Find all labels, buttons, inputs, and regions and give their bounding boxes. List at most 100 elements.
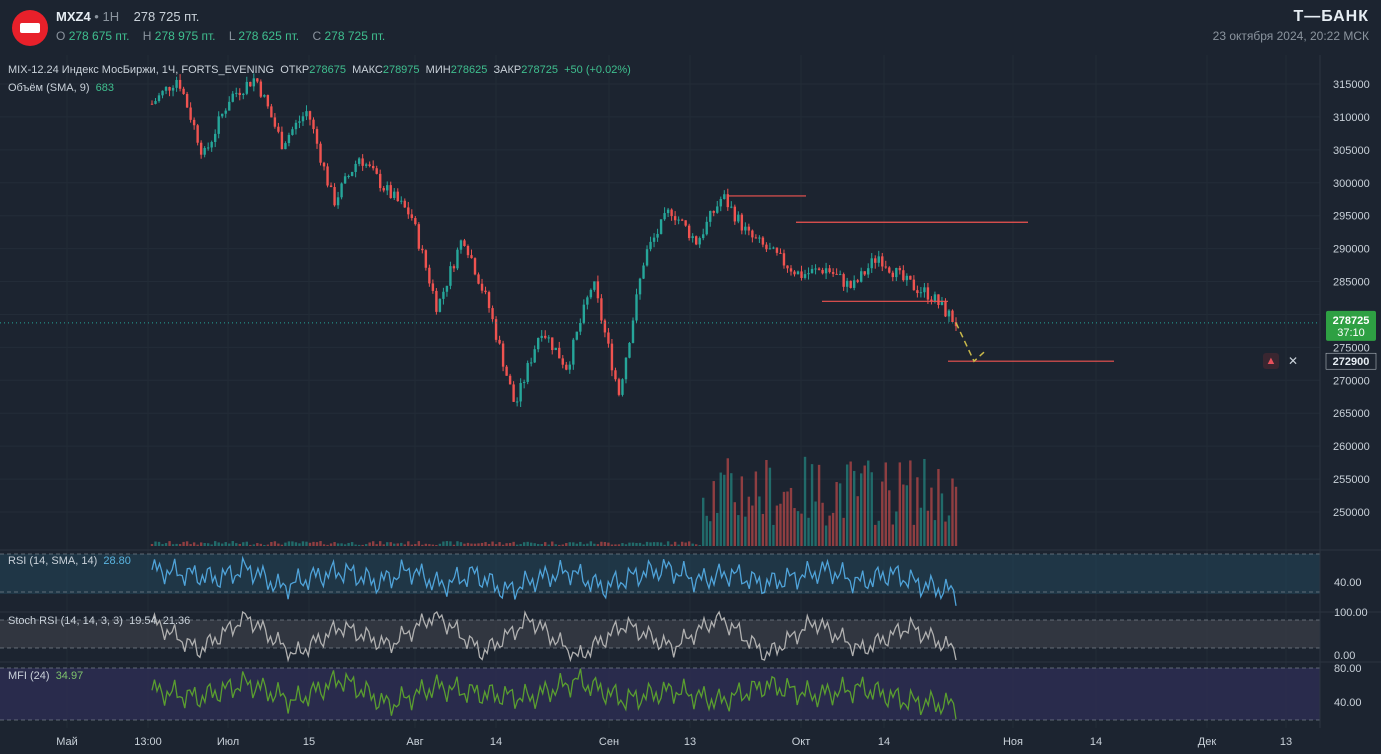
grid: [0, 55, 1320, 728]
candle-183: [793, 271, 796, 275]
volume-bar-193: [828, 515, 831, 546]
volume-bar-108: [529, 542, 533, 546]
candle-101: [505, 366, 508, 376]
volume-bar-139: [638, 542, 642, 546]
volume-bar-179: [779, 503, 782, 546]
volume-bar-104: [515, 544, 519, 546]
candle-182: [789, 268, 793, 272]
stoch-band: [0, 620, 1320, 648]
candle-93: [477, 274, 480, 284]
candle-193: [828, 268, 831, 273]
stoch-legend[interactable]: Stoch RSI (14, 14, 3, 3) 19.54 21.36: [8, 615, 190, 627]
volume-bar-116: [558, 544, 561, 546]
volume-bar-170: [747, 496, 751, 546]
volume-bar-6: [171, 544, 175, 546]
volume-bar-137: [631, 542, 635, 546]
volume-bar-202: [860, 473, 863, 546]
candle-204: [867, 268, 870, 275]
candle-155: [694, 236, 698, 245]
volume-bar-210: [888, 490, 891, 546]
time-tick-2: Июл: [217, 736, 239, 748]
volume-bar-40: [291, 541, 294, 546]
rsi-value: 28.80: [103, 555, 131, 567]
candle-80: [431, 283, 435, 291]
candle-18: [213, 133, 217, 142]
volume-bar-30: [256, 543, 259, 546]
candle-56: [347, 175, 350, 177]
candle-165: [730, 206, 733, 208]
volume-bar-166: [733, 502, 737, 546]
volume-bar-83: [442, 541, 445, 546]
candle-88: [459, 240, 463, 250]
candle-222: [930, 299, 933, 302]
volume-bar-65: [379, 541, 382, 546]
candle-134: [621, 379, 624, 395]
candle-27: [245, 81, 248, 94]
volume-bar-212: [895, 511, 898, 546]
candle-205: [870, 258, 873, 269]
mfi-legend[interactable]: MFI (24) 34.97: [8, 670, 83, 682]
candle-147: [666, 209, 670, 214]
ind-tick-3: 80.00: [1334, 663, 1362, 675]
volume-bar-115: [554, 544, 557, 546]
rsi-legend[interactable]: RSI (14, SMA, 14) 28.80: [8, 555, 131, 567]
volume-bar-171: [751, 505, 754, 546]
candle-120: [572, 339, 575, 365]
volume-bar-102: [508, 543, 512, 546]
candle-16: [206, 147, 210, 149]
volume-bar-94: [480, 542, 484, 546]
interval-label[interactable]: 1H: [102, 9, 120, 24]
candle-218: [916, 290, 919, 294]
instrument-legend[interactable]: MIX-12.24 Индекс МосБиржи, 1Ч, FORTS_EVE…: [8, 64, 631, 76]
candle-225: [940, 301, 944, 305]
volume-bar-195: [835, 482, 838, 546]
candle-13: [196, 125, 199, 143]
open-label: O: [56, 29, 66, 43]
candle-45: [308, 111, 312, 120]
candle-152: [684, 220, 687, 226]
volume-bar-72: [403, 544, 406, 546]
volume-bar-17: [210, 544, 213, 546]
volume-bar-55: [343, 544, 347, 546]
volume-bar-41: [294, 542, 298, 546]
volume-bar-85: [449, 541, 452, 546]
volume-bar-46: [312, 541, 315, 546]
candle-128: [600, 298, 603, 321]
volume-bar-169: [744, 516, 747, 546]
candle-100: [501, 343, 505, 367]
volume-bar-194: [831, 512, 835, 546]
volume-bar-62: [368, 542, 371, 546]
volume-bar-39: [287, 541, 291, 546]
volume-bar-98: [494, 544, 498, 546]
candle-64: [375, 168, 378, 174]
candle-55: [343, 176, 347, 184]
candle-149: [673, 216, 677, 221]
candle-9: [182, 88, 185, 94]
volume-legend[interactable]: Объём (SMA, 9) 683: [8, 82, 114, 94]
price-tick-12: 255000: [1333, 474, 1370, 486]
high-value: 278 975 пт.: [154, 29, 216, 43]
close-icon[interactable]: ✕: [1287, 354, 1299, 368]
price-tick-13: 250000: [1333, 507, 1370, 519]
candle-145: [659, 219, 663, 234]
candle-221: [926, 287, 930, 300]
bell-icon[interactable]: ▲: [1263, 353, 1279, 369]
candle-33: [266, 95, 270, 107]
candle-47: [315, 129, 319, 144]
symbol-name[interactable]: MXZ4: [56, 9, 91, 24]
legend-open-label: ОТКР: [280, 64, 310, 76]
candle-119: [568, 364, 571, 370]
time-tick-8: Окт: [792, 736, 811, 748]
volume-bar-11: [189, 544, 192, 546]
candle-8: [178, 79, 182, 89]
candle-126: [593, 281, 596, 290]
candle-34: [270, 106, 273, 118]
candle-140: [642, 265, 645, 279]
volume-bar-152: [684, 542, 687, 546]
volume-bar-114: [551, 541, 554, 546]
volume-bar-21: [224, 542, 227, 546]
volume-bar-184: [796, 511, 800, 546]
candle-10: [185, 93, 189, 108]
rsi-label: RSI (14, SMA, 14): [8, 555, 98, 567]
